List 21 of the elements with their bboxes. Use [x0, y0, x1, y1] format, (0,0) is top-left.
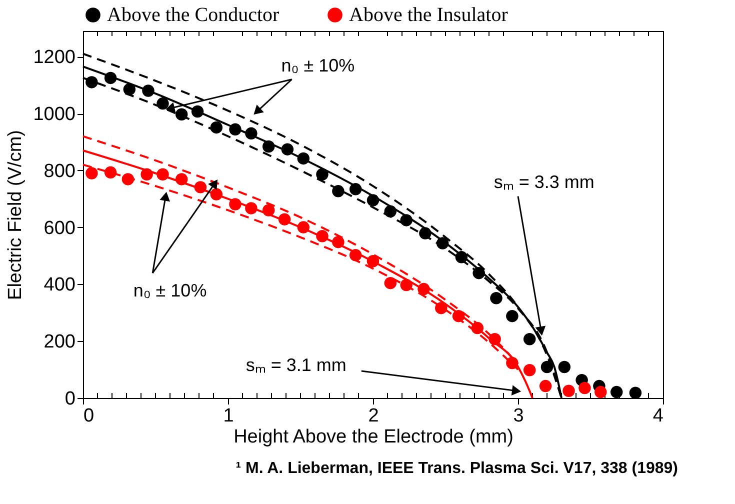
legend-label: Above the Insulator: [349, 4, 508, 26]
y-tick-label: 600: [44, 218, 76, 239]
text: ¹ M. A. Lieberman, IEEE Trans. Plasma Sci. V17, 338 (1989): [236, 460, 678, 477]
legend-label: Above the Conductor: [107, 4, 280, 26]
annotation: n₀ ± 10%: [281, 56, 355, 76]
y-tick-label: 1000: [33, 104, 76, 126]
annotation: sₘ = 3.3 mm: [494, 172, 594, 192]
x-tick-label: 4: [652, 406, 664, 426]
annotation: sₘ = 3.1 mm: [246, 355, 346, 376]
y-tick-label: 800: [44, 160, 76, 182]
x-axis-title: Height Above the Electrode (mm): [234, 426, 514, 448]
x-tick-label: 2: [368, 406, 379, 426]
y-tick-label: 0: [64, 388, 76, 410]
x-tick-label: 3: [513, 406, 524, 426]
x-tick-label: 0: [84, 406, 94, 426]
y-axis-title: Electric Field (V/cm): [5, 130, 26, 300]
y-tick-label: 200: [44, 332, 76, 353]
x-tick-label: 1: [223, 406, 234, 426]
annotation: n₀ ± 10%: [133, 280, 207, 300]
y-tick-label: 400: [44, 274, 76, 296]
y-tick-label: 1200: [33, 47, 76, 68]
